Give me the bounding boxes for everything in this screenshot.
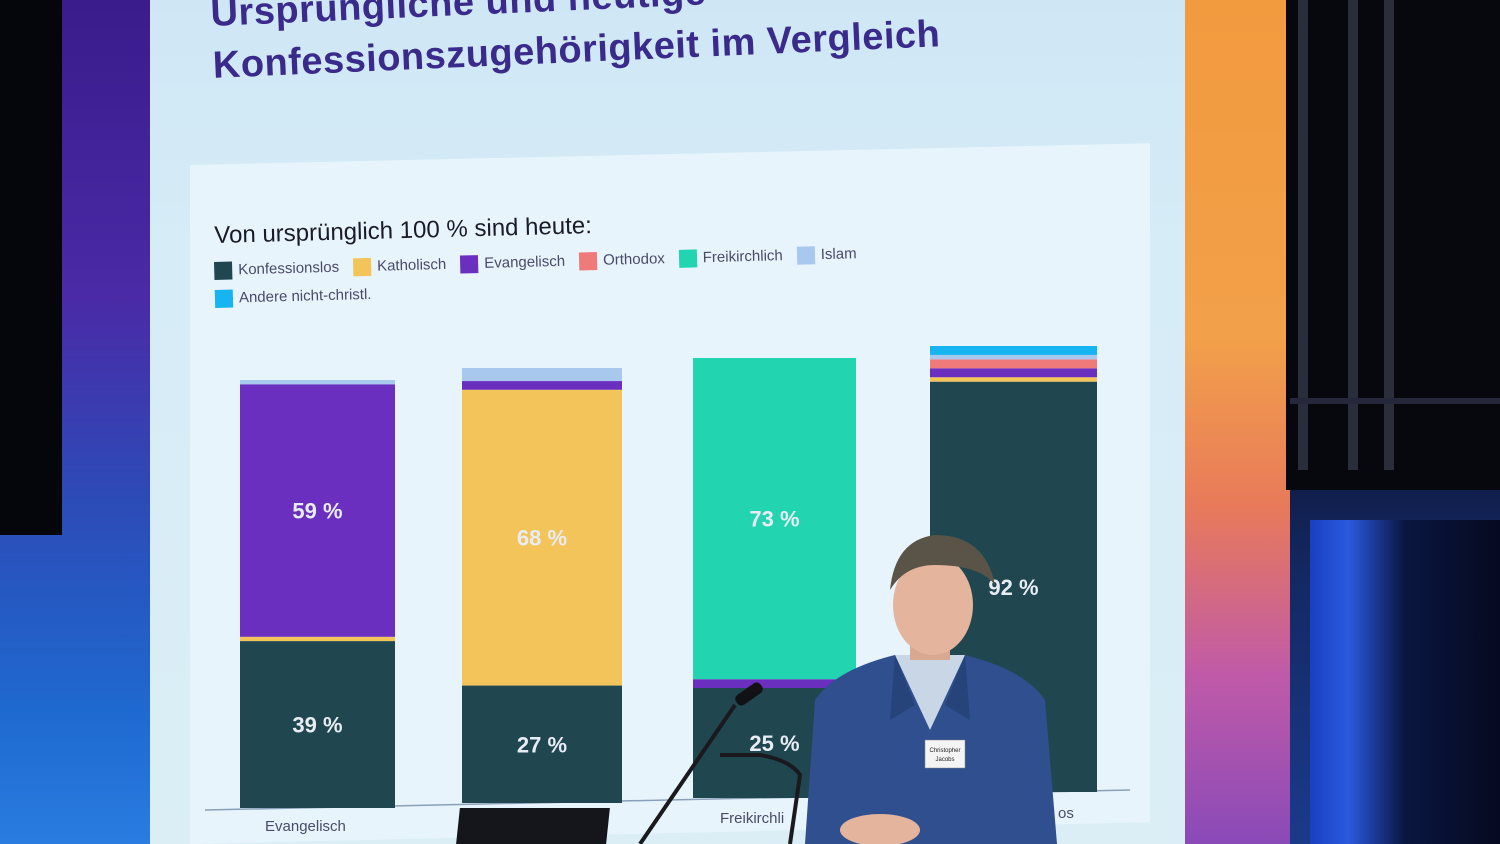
right-led-panel [1180, 0, 1290, 844]
bar-segment [930, 368, 1097, 378]
bar-value-label: 68 % [517, 526, 567, 551]
bar-value-label: 25 % [749, 731, 799, 756]
bar-segment [930, 346, 1097, 355]
stage-truss [1286, 0, 1500, 490]
bar-segment [240, 641, 395, 808]
presenter: Christopher Jacobs [805, 535, 1057, 844]
bar-segment [462, 381, 622, 390]
bar-segment [693, 679, 856, 688]
right-led-wall [1310, 520, 1500, 844]
bar-segment [240, 380, 395, 385]
bar-segment [930, 377, 1097, 382]
bar-value-label: 92 % [988, 575, 1038, 600]
category-label-freikirchlich: Freikirchli [720, 810, 785, 827]
category-label-evangelisch: Evangelisch [265, 818, 346, 835]
laptop [456, 808, 610, 844]
bar-segment [930, 354, 1097, 360]
bar-segment [240, 636, 395, 642]
bar-segment [462, 389, 622, 686]
bar-value-label: 59 % [292, 499, 342, 524]
left-dark-area [0, 0, 62, 535]
truss-post [1298, 0, 1308, 470]
bar-value-label: 39 % [292, 713, 342, 738]
category-label-konfessionslos: os [1058, 805, 1074, 822]
bar-value-label: 73 % [749, 507, 799, 532]
bar-segment [240, 384, 395, 637]
badge-line1: Christopher [929, 748, 960, 754]
bar-segment [462, 685, 622, 803]
bar-value-label: 27 % [517, 732, 567, 757]
bar-segment [462, 368, 622, 382]
truss-post [1348, 0, 1358, 470]
badge-line2: Jacobs [935, 757, 954, 763]
bar-segment [930, 359, 1097, 369]
truss-crossbar [1290, 398, 1500, 404]
bar-segment [693, 358, 856, 680]
name-badge: Christopher Jacobs [924, 739, 966, 769]
truss-post [1384, 0, 1394, 470]
